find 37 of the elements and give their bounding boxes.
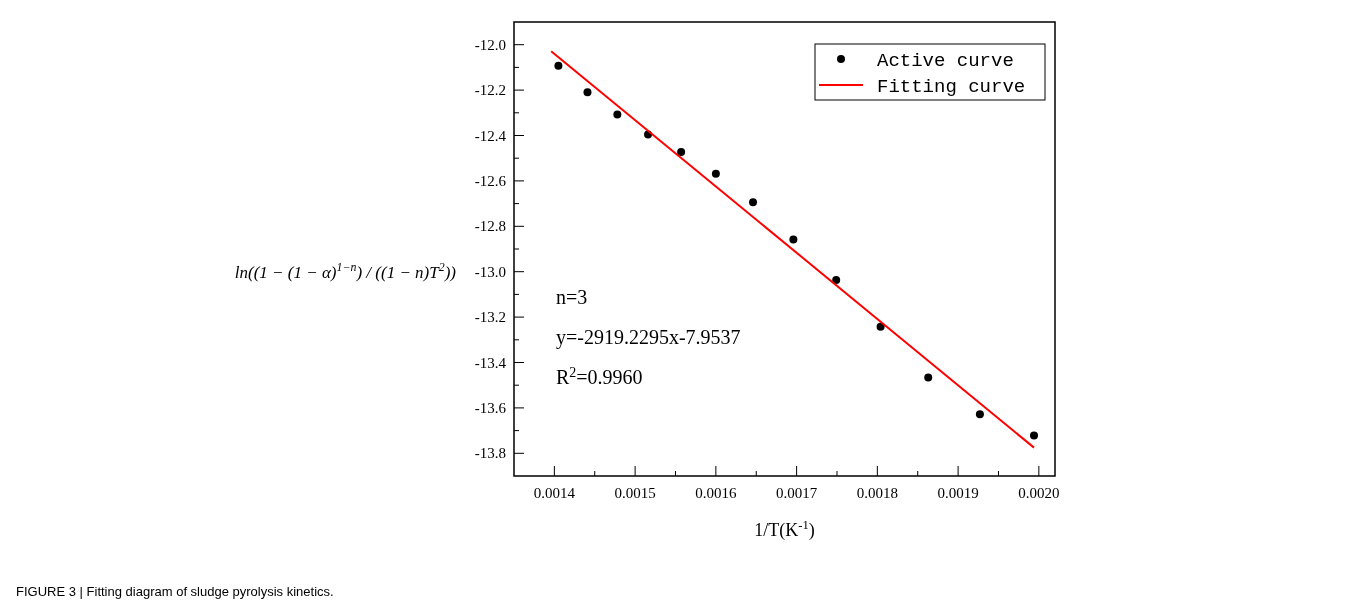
x-tick-label: 0.0016 <box>695 485 737 501</box>
y-tick-label: -12.8 <box>474 218 506 235</box>
caption: FIGURE 3 | Fitting diagram of sludge pyrolysis kinetics. <box>16 584 334 599</box>
x-tick-label: 0.0014 <box>533 485 576 501</box>
point <box>554 61 563 70</box>
y-tick-label: -12.0 <box>474 36 506 53</box>
point <box>1030 431 1039 440</box>
legend-label: Active curve <box>877 50 1014 72</box>
annotation: R$^{2}$=0.9960 <box>556 364 643 388</box>
y-tick-label: -13.6 <box>474 399 507 416</box>
point <box>876 322 885 331</box>
point <box>583 88 592 97</box>
point <box>613 110 622 119</box>
y-tick-label: -13.2 <box>474 309 506 326</box>
x-tick-label: 0.0017 <box>775 485 818 501</box>
y-tick-label: -13.4 <box>474 354 507 371</box>
point <box>711 169 720 178</box>
y-axis-title: ln((1 − (1 − α)$^{1−n}$) / ((1 − n)T$^{2}$)) <box>234 259 457 282</box>
legend-label: Fitting curve <box>877 76 1026 98</box>
x-tick-label: 0.0019 <box>937 485 979 501</box>
point <box>677 148 686 157</box>
x-tick-label: 0.0020 <box>1018 485 1060 501</box>
y-tick-label: -13.0 <box>474 263 506 280</box>
x-tick-label: 0.0018 <box>856 485 898 501</box>
point <box>975 410 984 419</box>
y-tick-label: -12.4 <box>474 127 507 144</box>
x-axis-title: 1/T(K$^{-1}$) <box>754 518 815 541</box>
y-tick-label: -12.2 <box>474 82 506 99</box>
annotation: n=3 <box>556 286 588 308</box>
point <box>749 198 758 207</box>
point <box>789 235 798 244</box>
y-tick-label: -12.6 <box>474 172 507 189</box>
y-tick-label: -13.8 <box>474 445 506 462</box>
point <box>924 373 933 382</box>
x-tick-label: 0.0015 <box>614 485 656 501</box>
point <box>832 276 841 285</box>
annotation: y=-2919.2295x-7.9537 <box>556 326 741 349</box>
